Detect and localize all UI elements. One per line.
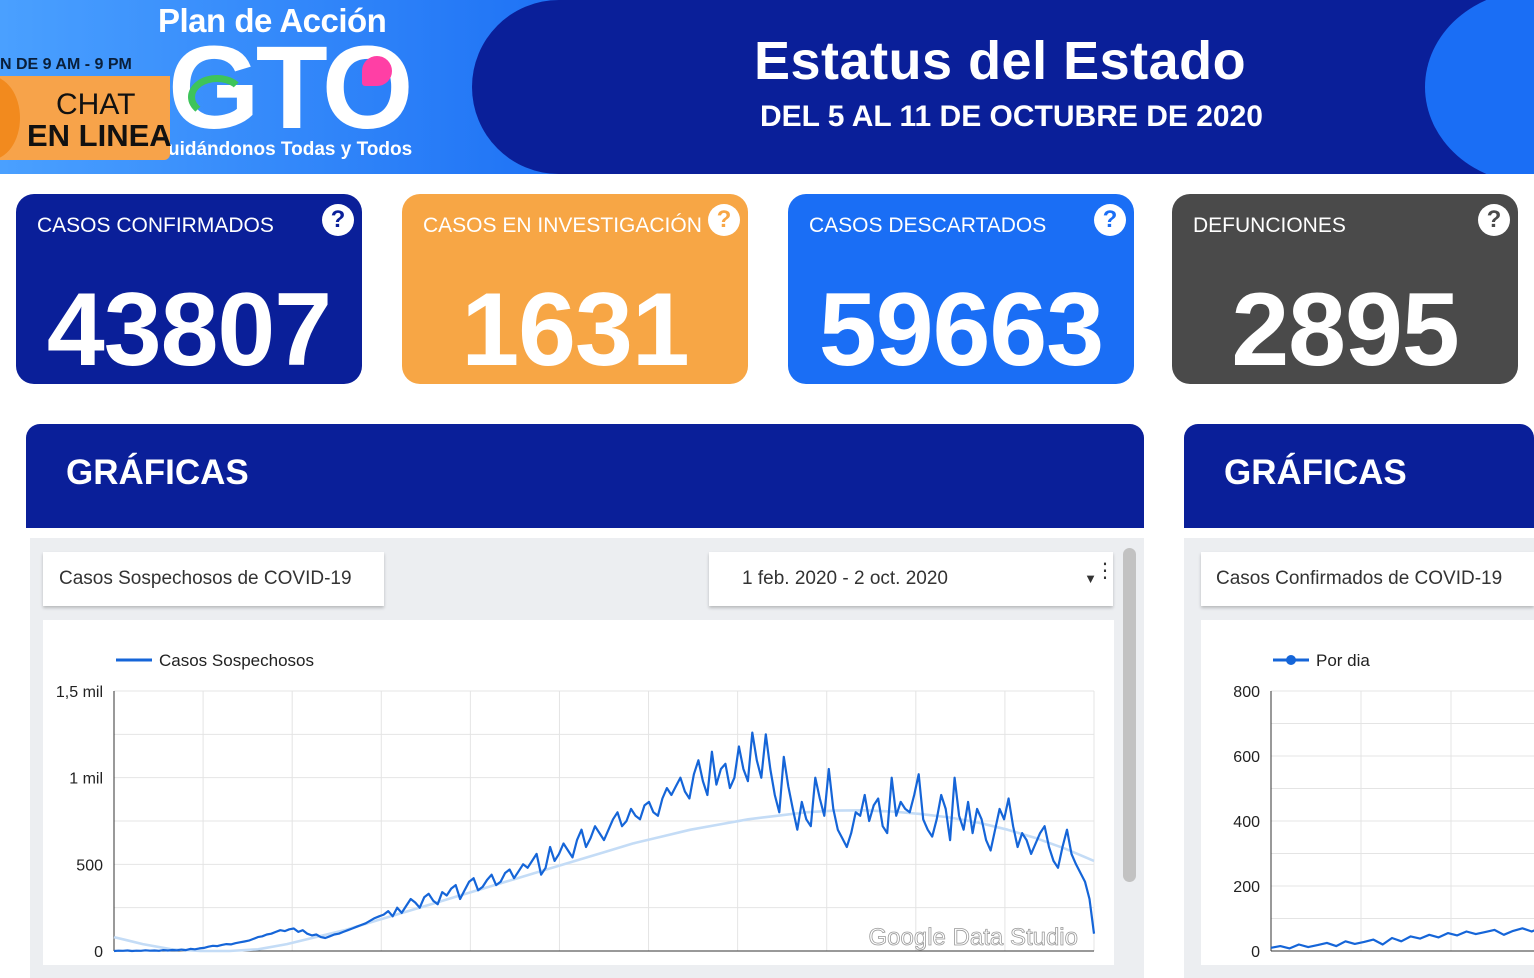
card-value: 43807: [46, 272, 332, 388]
metric-selector-label: Casos Confirmados de COVID-19: [1216, 568, 1503, 589]
y-tick-label: 1 mil: [69, 771, 103, 788]
series-line: [1270, 927, 1534, 950]
y-tick-label: 0: [1251, 944, 1260, 961]
card-label: CASOS DESCARTADOS: [809, 214, 1047, 237]
y-tick-label: 800: [1233, 684, 1260, 701]
chat-hours: N DE 9 AM - 9 PM: [0, 56, 132, 73]
metric-selector-right[interactable]: Casos Confirmados de COVID-19: [1201, 552, 1534, 606]
chart-sospechosos-container: 0 500 1 mil 1,5 mil Casos Sospechosos Google …: [43, 620, 1114, 965]
page-title: Estatus del Estado: [754, 31, 1247, 91]
card-casos-descartados: CASOS DESCARTADOS ? 59663: [788, 194, 1134, 384]
series-line: [113, 809, 1095, 953]
page-subtitle: DEL 5 AL 11 DE OCTUBRE DE 2020: [760, 100, 1263, 133]
y-tick-label: 600: [1233, 749, 1260, 766]
chart-casos-sospechosos: 0 500 1 mil 1,5 mil Casos Sospechosos Google …: [56, 651, 1096, 961]
dropdown-arrow-icon: ▼: [1084, 571, 1097, 586]
date-range-picker[interactable]: 1 feb. 2020 - 2 oct. 2020 ▼ ⋮: [709, 552, 1115, 606]
logo-green-arrow-icon: [188, 75, 246, 119]
logo-pink-arrow-icon: [362, 56, 392, 86]
date-range-label: 1 feb. 2020 - 2 oct. 2020: [742, 568, 948, 589]
chat-icon: [0, 76, 20, 160]
card-value: 59663: [818, 272, 1104, 388]
y-tick-label: 500: [76, 857, 103, 874]
card-label: CASOS CONFIRMADOS: [37, 214, 274, 237]
scrollbar[interactable]: [1123, 548, 1136, 882]
card-casos-confirmados: CASOS CONFIRMADOS ? 43807: [16, 194, 362, 384]
section-header-right: GRÁFICAS: [1184, 424, 1534, 528]
card-casos-en-investigacion: CASOS EN INVESTIGACIÓN ? 1631: [402, 194, 748, 384]
section-title: GRÁFICAS: [1224, 453, 1407, 492]
more-options-icon[interactable]: ⋮: [1095, 560, 1115, 582]
chat-label-line1: CHAT: [56, 88, 136, 121]
header-banner: Plan de Acción GTO uidándonos Todas y To…: [0, 0, 1534, 174]
card-value: 1631: [461, 272, 689, 388]
legend-label: Casos Sospechosos: [159, 651, 314, 670]
chart-confirmados-container: 0 200 400 600 800 Por dia: [1201, 620, 1534, 965]
chat-label-line2: EN LINEA: [27, 118, 172, 153]
metric-selector-label: Casos Sospechosos de COVID-19: [59, 568, 352, 589]
card-label: DEFUNCIONES: [1193, 214, 1346, 237]
section-header-left: GRÁFICAS: [26, 424, 1144, 528]
chat-online-button[interactable]: [0, 76, 170, 160]
card-label: CASOS EN INVESTIGACIÓN: [423, 214, 702, 237]
y-tick-label: 0: [94, 944, 103, 961]
help-icon[interactable]: ?: [322, 204, 354, 236]
help-icon[interactable]: ?: [708, 204, 740, 236]
legend-label: Por dia: [1316, 651, 1370, 670]
y-tick-label: 1,5 mil: [56, 684, 103, 701]
help-icon[interactable]: ?: [1478, 204, 1510, 236]
section-title: GRÁFICAS: [66, 453, 249, 492]
banner-title-area: [472, 0, 1534, 174]
chart-casos-confirmados: 0 200 400 600 800 Por dia: [1233, 651, 1534, 961]
logo-top-text: Plan de Acción: [158, 2, 387, 39]
card-defunciones: DEFUNCIONES ? 2895: [1172, 194, 1518, 384]
watermark: Google Data Studio: [869, 924, 1078, 951]
card-value: 2895: [1231, 272, 1459, 388]
legend-marker: [1286, 655, 1296, 665]
y-tick-label: 400: [1233, 814, 1260, 831]
help-icon[interactable]: ?: [1094, 204, 1126, 236]
logo-tagline: uidándonos Todas y Todos: [168, 139, 413, 160]
y-tick-label: 200: [1233, 879, 1260, 896]
metric-selector-left[interactable]: Casos Sospechosos de COVID-19: [43, 552, 384, 606]
series-line: [113, 731, 1096, 953]
